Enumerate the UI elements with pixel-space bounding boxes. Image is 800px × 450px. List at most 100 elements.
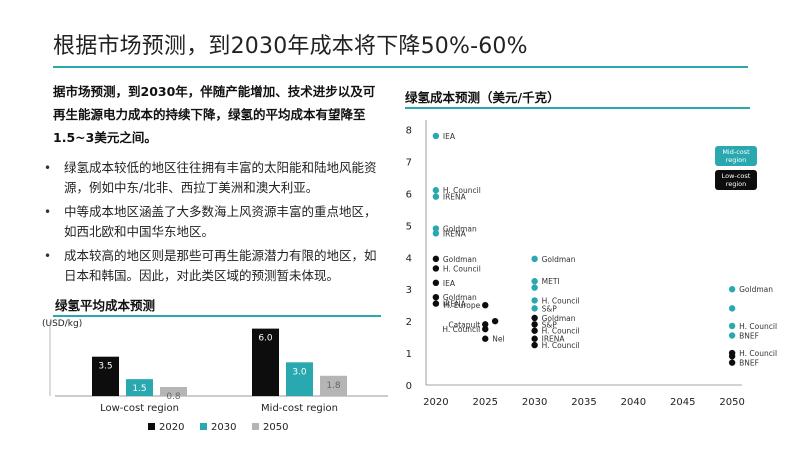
bar-chart-title: 绿氢平均成本预测 — [55, 298, 156, 313]
legend-label-2030: 2030 — [211, 422, 236, 433]
data-point-2020-8 — [432, 293, 440, 301]
data-point-2020-9 — [432, 300, 440, 307]
data-point-2026-14 — [491, 317, 499, 325]
y-tick-label-0: 0 — [406, 381, 412, 392]
data-point-2030-16 — [531, 278, 538, 285]
intro-paragraph: 据市场预测，到2030年，伴随产能增加、技术进步以及可再生能源电力成本的持续下降… — [53, 84, 376, 145]
data-point-2020-1 — [432, 187, 440, 194]
data-point-2050-26 — [728, 305, 736, 312]
legend-label-2020: 2020 — [159, 422, 184, 433]
y-tick-label-6: 6 — [406, 189, 412, 200]
legend-label-mid-cost-region: Mid-cost region — [722, 148, 750, 164]
x-tick-label-2030: 2030 — [522, 397, 547, 408]
data-point-2030-24 — [531, 341, 538, 349]
data-point-2025-12 — [482, 325, 489, 333]
point-label-s-p-19: S&P — [542, 304, 558, 313]
x-tick-label-2035: 2035 — [571, 397, 596, 408]
point-label-h-council-24: H. Council — [542, 341, 580, 350]
y-tick-label-7: 7 — [406, 158, 412, 169]
y-tick-label-2: 2 — [406, 317, 412, 328]
data-point-2030-23 — [531, 335, 538, 342]
y-tick-label-4: 4 — [406, 253, 412, 264]
legend-label-2050: 2050 — [263, 422, 288, 433]
point-label-irena-9: IRENA — [443, 300, 467, 309]
bar-value-label-low-cost-region-2020: 3.5 — [98, 362, 112, 372]
point-label-irena-2: IRENA — [443, 193, 467, 202]
point-label-meti-16: METI — [542, 277, 560, 286]
page-title: 根据市场预测，到2030年成本将下降50%-60% — [53, 34, 528, 59]
data-point-2025-13 — [482, 335, 489, 342]
data-point-2030-17 — [531, 284, 538, 291]
bullet-item-mid-cost: 中等成本地区涵盖了大多数海上风资源丰富的重点地区，如西北欧和中国华东地区。 — [40, 202, 388, 242]
bar-mid-cost-region-2030 — [286, 362, 313, 396]
point-label-h-europe-10: H. Europe — [444, 301, 481, 310]
point-label-goldman-15: Goldman — [542, 255, 576, 264]
x-tick-label-2025: 2025 — [473, 397, 498, 408]
point-label-h-council-6: H. Council — [443, 264, 481, 273]
point-label-iea-0: IEA — [443, 132, 456, 141]
bar-value-label-mid-cost-region-2050: 1.8 — [326, 381, 341, 391]
bar-low-cost-region-2030 — [126, 379, 153, 396]
data-point-2020-5 — [432, 255, 440, 263]
data-point-2050-25 — [728, 286, 736, 293]
scatter-chart-divider — [405, 107, 750, 109]
bullet-item-high-cost: 成本较高的地区则是那些可再生能源潜力有限的地区，如日本和韩国。因此，对此类区域的… — [40, 246, 388, 286]
point-label-s-p-21: S&P — [542, 320, 558, 329]
point-label-goldman-3: Goldman — [443, 225, 477, 234]
bar-low-cost-region-2020 — [92, 356, 119, 396]
legend-swatch-2020 — [148, 423, 155, 430]
category-label-low-cost-region: Low-cost region — [100, 403, 179, 414]
point-label-bnef-31: BNEF — [739, 359, 759, 368]
point-label-nel-13: Nel — [492, 335, 504, 344]
data-point-2020-6 — [432, 265, 440, 272]
bullet-list: 绿氢成本较低的地区往往拥有丰富的太阳能和陆地风能资源，例如中东/北非、西拉丁美洲… — [40, 158, 388, 290]
legend-label-low-cost-region: Low-cost region — [722, 172, 751, 188]
data-point-2020-0 — [432, 132, 440, 140]
data-point-2030-19 — [531, 305, 538, 312]
legend-box-mid-cost-region — [715, 146, 757, 166]
point-label-h-council-12: H. Council — [442, 325, 480, 334]
bar-value-label-low-cost-region-2030: 1.5 — [132, 384, 146, 394]
scatter-chart-title: 绿氢成本预测（美元/千克） — [405, 90, 560, 105]
data-point-2030-21 — [531, 321, 538, 328]
point-label-irena-4: IRENA — [443, 229, 467, 238]
bar-mid-cost-region-2020 — [252, 328, 279, 396]
bullet-item-low-cost: 绿氢成本较低的地区往往拥有丰富的太阳能和陆地风能资源，例如中东/北非、西拉丁美洲… — [40, 158, 388, 198]
data-point-2050-31 — [728, 359, 736, 366]
bar-value-label-low-cost-region-2050: 0.8 — [166, 392, 181, 402]
point-label-goldman-25: Goldman — [739, 285, 773, 294]
data-point-2020-3 — [432, 225, 440, 232]
point-label-h-council-1: H. Council — [443, 186, 481, 195]
data-point-2030-20 — [531, 314, 538, 322]
point-label-h-council-22: H. Council — [542, 327, 580, 336]
data-point-2030-15 — [531, 255, 538, 263]
bar-mid-cost-region-2050 — [320, 375, 347, 396]
category-label-mid-cost-region: Mid-cost region — [261, 403, 338, 414]
bar-low-cost-region-2050 — [160, 387, 187, 396]
bar-value-label-mid-cost-region-2020: 6.0 — [258, 334, 273, 344]
bar-chart-divider — [53, 315, 381, 317]
point-label-bnef-28: BNEF — [739, 332, 759, 341]
y-tick-label-5: 5 — [406, 221, 412, 232]
y-tick-label-3: 3 — [406, 285, 412, 296]
data-point-2025-11 — [482, 321, 489, 328]
data-point-2030-22 — [531, 327, 538, 334]
data-point-2050-28 — [728, 332, 736, 339]
cost-forecast-scatter-chart: 0 1 2 3 4 5 6 7 8 2020 2025 2030 2035 2040 2045 2050 IEA… — [406, 120, 777, 408]
y-tick-label-1: 1 — [406, 349, 412, 360]
data-point-2050-30 — [728, 353, 736, 360]
point-label-iea-7: IEA — [443, 279, 456, 288]
bar-value-label-mid-cost-region-2030: 3.0 — [292, 367, 307, 377]
legend-swatch-2050 — [252, 423, 259, 430]
data-point-2050-27 — [728, 322, 736, 330]
y-tick-label-8: 8 — [406, 126, 412, 137]
title-divider — [53, 66, 748, 68]
point-label-h-council-18: H. Council — [542, 296, 580, 305]
point-label-goldman-8: Goldman — [443, 293, 477, 302]
point-label-goldman-5: Goldman — [443, 255, 477, 264]
x-tick-label-2045: 2045 — [670, 397, 695, 408]
data-point-2020-2 — [432, 193, 440, 200]
data-point-2020-7 — [432, 279, 440, 287]
point-label-goldman-20: Goldman — [542, 314, 576, 323]
